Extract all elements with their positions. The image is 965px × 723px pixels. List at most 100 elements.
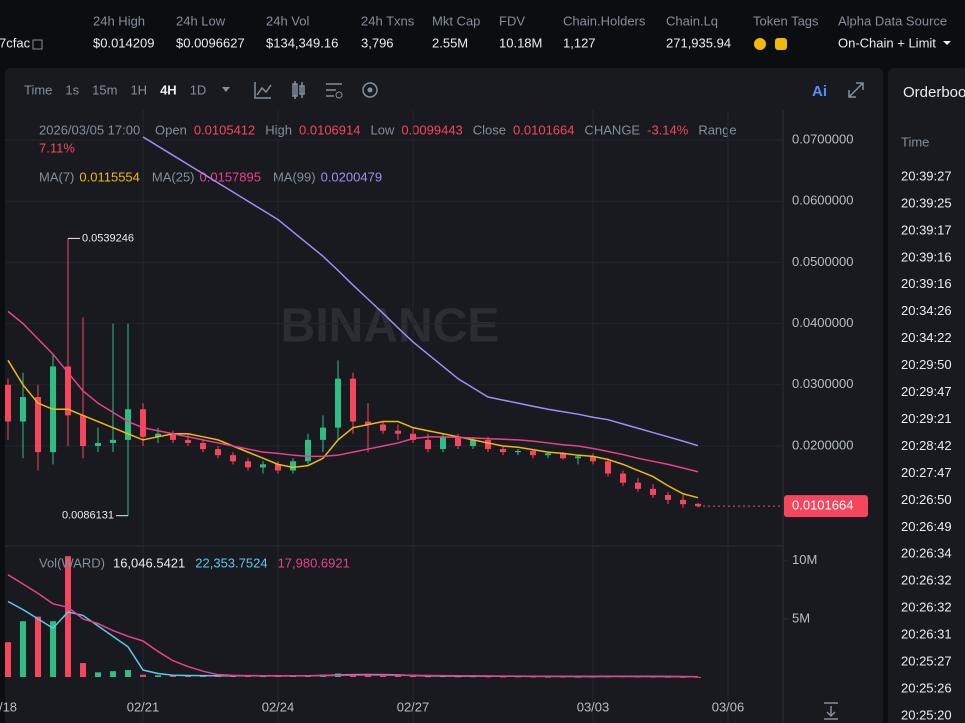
- ohlc-value: -3.14%: [647, 122, 689, 137]
- volume-bar: [110, 671, 116, 677]
- ma-line: [142, 136, 699, 447]
- ma-value: 0.0115554: [79, 169, 140, 184]
- y-tick-label: 0.0300000: [792, 376, 853, 391]
- order-time: 20:26:34: [901, 546, 952, 561]
- price-tag: 0.0101664: [792, 498, 853, 513]
- settings-icon[interactable]: [326, 83, 342, 97]
- stat-value: $0.014209: [93, 35, 154, 50]
- ma-label: MA(99): [273, 169, 316, 184]
- ohlc-label: Open: [155, 122, 187, 137]
- scroll-end-icon[interactable]: [824, 702, 838, 720]
- x-tick-label: 03/03: [577, 699, 610, 714]
- y-tick-label: 0.0700000: [792, 131, 853, 146]
- chart-panel: [5, 68, 883, 723]
- stat-value: 1,127: [563, 35, 596, 50]
- ma-label: MA(25): [152, 169, 195, 184]
- candle-body: [410, 433, 416, 440]
- orderbook-title[interactable]: Orderboo: [903, 84, 965, 101]
- candle-body: [95, 442, 101, 447]
- candle-body: [695, 503, 701, 507]
- order-time: 20:39:27: [901, 168, 952, 183]
- candle-body: [275, 464, 281, 471]
- interval-button[interactable]: 1H: [130, 82, 147, 97]
- ohlc-value: 7.11%: [39, 140, 75, 155]
- volume-bar: [380, 675, 386, 677]
- candle-body: [635, 482, 641, 489]
- candle-body: [545, 453, 551, 456]
- volume-bar: [95, 672, 101, 677]
- ai-button[interactable]: Ai: [812, 83, 827, 100]
- volume-bar: [695, 676, 701, 678]
- order-time: 20:26:32: [901, 600, 952, 615]
- candle-body: [215, 449, 221, 456]
- stat-label: Chain.Lq: [666, 13, 718, 28]
- chart-type-icon[interactable]: [292, 81, 305, 99]
- volume-bar: [155, 675, 161, 677]
- order-time: 20:26:32: [901, 573, 952, 588]
- volume-tick-label: 10M: [792, 552, 817, 567]
- settings-icon[interactable]: [335, 91, 343, 99]
- candle-body: [80, 415, 86, 447]
- candle-body: [650, 488, 656, 495]
- volume-legend-value: 22,353.7524: [195, 555, 267, 570]
- candle-body: [5, 384, 11, 422]
- source-value[interactable]: On-Chain + Limit: [838, 35, 936, 50]
- interval-button[interactable]: 1D: [190, 82, 207, 97]
- ohlc-value: 0.0105412: [194, 122, 255, 137]
- interval-button[interactable]: 1s: [65, 82, 79, 97]
- volume-bar: [5, 642, 11, 677]
- stat-label: 24h Txns: [361, 13, 415, 28]
- dropdown-caret[interactable]: [943, 41, 951, 45]
- candle-body: [470, 439, 476, 447]
- candle-body: [590, 456, 596, 462]
- interval-button[interactable]: 4H: [160, 82, 177, 97]
- x-tick-label: 02/27: [397, 699, 430, 714]
- layer-icon[interactable]: [367, 87, 373, 93]
- x-tick-label: 03/06: [712, 699, 745, 714]
- x-tick-label: 02/21: [127, 699, 160, 714]
- candle-body: [185, 439, 191, 443]
- layer-icon[interactable]: [362, 82, 378, 98]
- order-time: 20:39:16: [901, 276, 952, 291]
- candle-body: [260, 464, 266, 468]
- volume-legend-value: 17,980.6921: [278, 555, 350, 570]
- volume-bar: [170, 675, 176, 677]
- order-time: 20:28:42: [901, 438, 952, 453]
- volume-bar: [425, 676, 431, 678]
- candle-body: [380, 424, 386, 431]
- indicator-icon[interactable]: [254, 82, 272, 99]
- stat-label: Chain.Holders: [563, 13, 646, 28]
- interval-button[interactable]: Time: [24, 82, 52, 97]
- stat-value: 271,935.94: [666, 35, 731, 50]
- stat-value: 10.18M: [499, 35, 542, 50]
- x-tick-label: /18: [0, 699, 17, 714]
- candle-body: [560, 453, 566, 459]
- candle-body: [620, 473, 626, 483]
- candle-body: [230, 455, 236, 462]
- order-time: 20:29:21: [901, 411, 952, 426]
- interval-button[interactable]: 15m: [92, 82, 117, 97]
- candle-body: [140, 409, 146, 437]
- stat-label: 24h Vol: [266, 13, 309, 28]
- fullscreen-icon[interactable]: [848, 82, 864, 98]
- stat-value: $0.0096627: [176, 35, 245, 50]
- volume-bar: [20, 621, 26, 677]
- candle-body: [500, 449, 506, 453]
- ma-label: MA(7): [39, 169, 74, 184]
- stat-label: Token Tags: [753, 13, 819, 28]
- copy-icon[interactable]: [32, 39, 43, 50]
- volume-bar: [215, 675, 221, 677]
- order-time: 20:29:50: [901, 357, 952, 372]
- price-tag-bg: [784, 495, 868, 518]
- ohlc-time: 2026/03/05 17:00: [39, 122, 140, 137]
- ohlc-value: 0.0106914: [299, 122, 360, 137]
- candle-body: [665, 494, 671, 500]
- order-time: 20:26:49: [901, 519, 952, 534]
- candle-body: [65, 366, 71, 416]
- dropdown-caret[interactable]: [222, 87, 230, 92]
- candle-body: [515, 450, 521, 453]
- order-time: 20:25:26: [901, 680, 952, 695]
- order-time: 20:27:47: [901, 465, 952, 480]
- orderbook-panel: [888, 68, 965, 723]
- stat-value: $134,349.16: [266, 35, 338, 50]
